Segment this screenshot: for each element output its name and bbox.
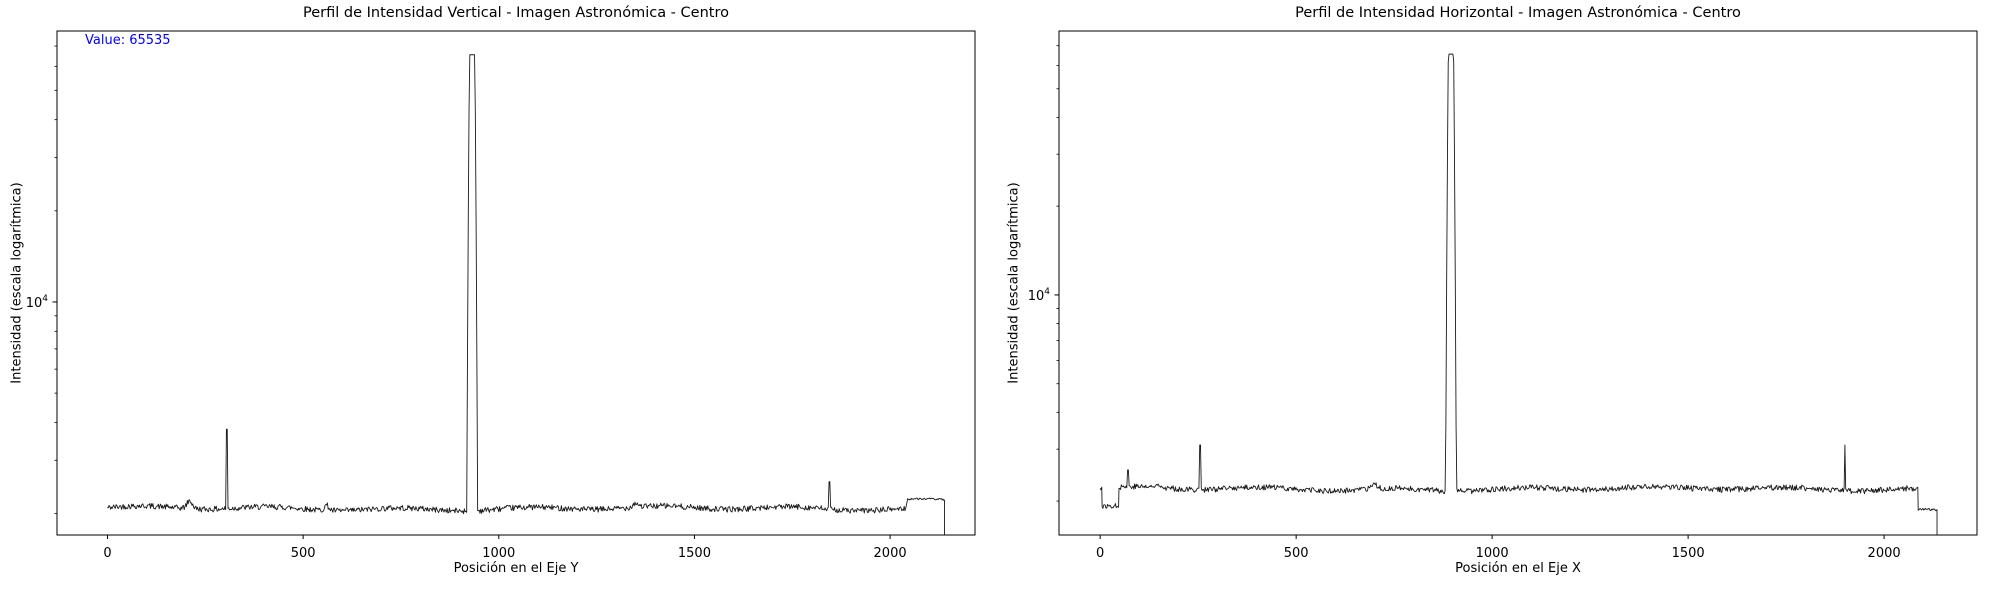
value-annotation: Value: 65535 xyxy=(85,33,171,48)
vertical-profile-curve xyxy=(107,54,945,535)
right-chart-title: Perfil de Intensidad Horizontal - Imagen… xyxy=(1295,5,1741,21)
horizontal-profile-y-tick-label: 104 xyxy=(1028,287,1051,304)
right-y-axis-label: Intensidad (escala logarítmica) xyxy=(1006,182,1022,384)
horizontal-profile-x-tick-label: 2000 xyxy=(1868,546,1901,561)
vertical-profile-y-tick-label: 104 xyxy=(26,294,49,311)
left-chart-title: Perfil de Intensidad Vertical - Imagen A… xyxy=(303,5,729,21)
right-x-axis-label: Posición en el Eje X xyxy=(1455,561,1581,576)
horizontal-profile-x-tick-label: 1500 xyxy=(1672,546,1705,561)
horizontal-profile-x-tick-label: 1000 xyxy=(1476,546,1509,561)
vertical-profile-x-tick-label: 1000 xyxy=(482,546,515,561)
left-x-axis-label: Posición en el Eje Y xyxy=(453,561,579,576)
vertical-profile-x-tick-label: 2000 xyxy=(874,546,907,561)
horizontal-profile-x-tick-label: 0 xyxy=(1096,546,1104,561)
vertical-profile-x-tick-label: 500 xyxy=(291,546,316,561)
left-y-axis-label: Intensidad (escala logarítmica) xyxy=(9,182,25,384)
vertical-profile-axes: 0 500 1000 1500 2000 104 xyxy=(26,30,976,561)
horizontal-profile-axes: 0 500 1000 1500 2000 104 xyxy=(1028,30,1978,561)
horizontal-profile-x-tick-label: 500 xyxy=(1284,546,1309,561)
vertical-profile-x-tick-label: 0 xyxy=(103,546,111,561)
horizontal-profile-curve xyxy=(1099,53,1938,535)
vertical-profile-x-tick-label: 1500 xyxy=(678,546,711,561)
